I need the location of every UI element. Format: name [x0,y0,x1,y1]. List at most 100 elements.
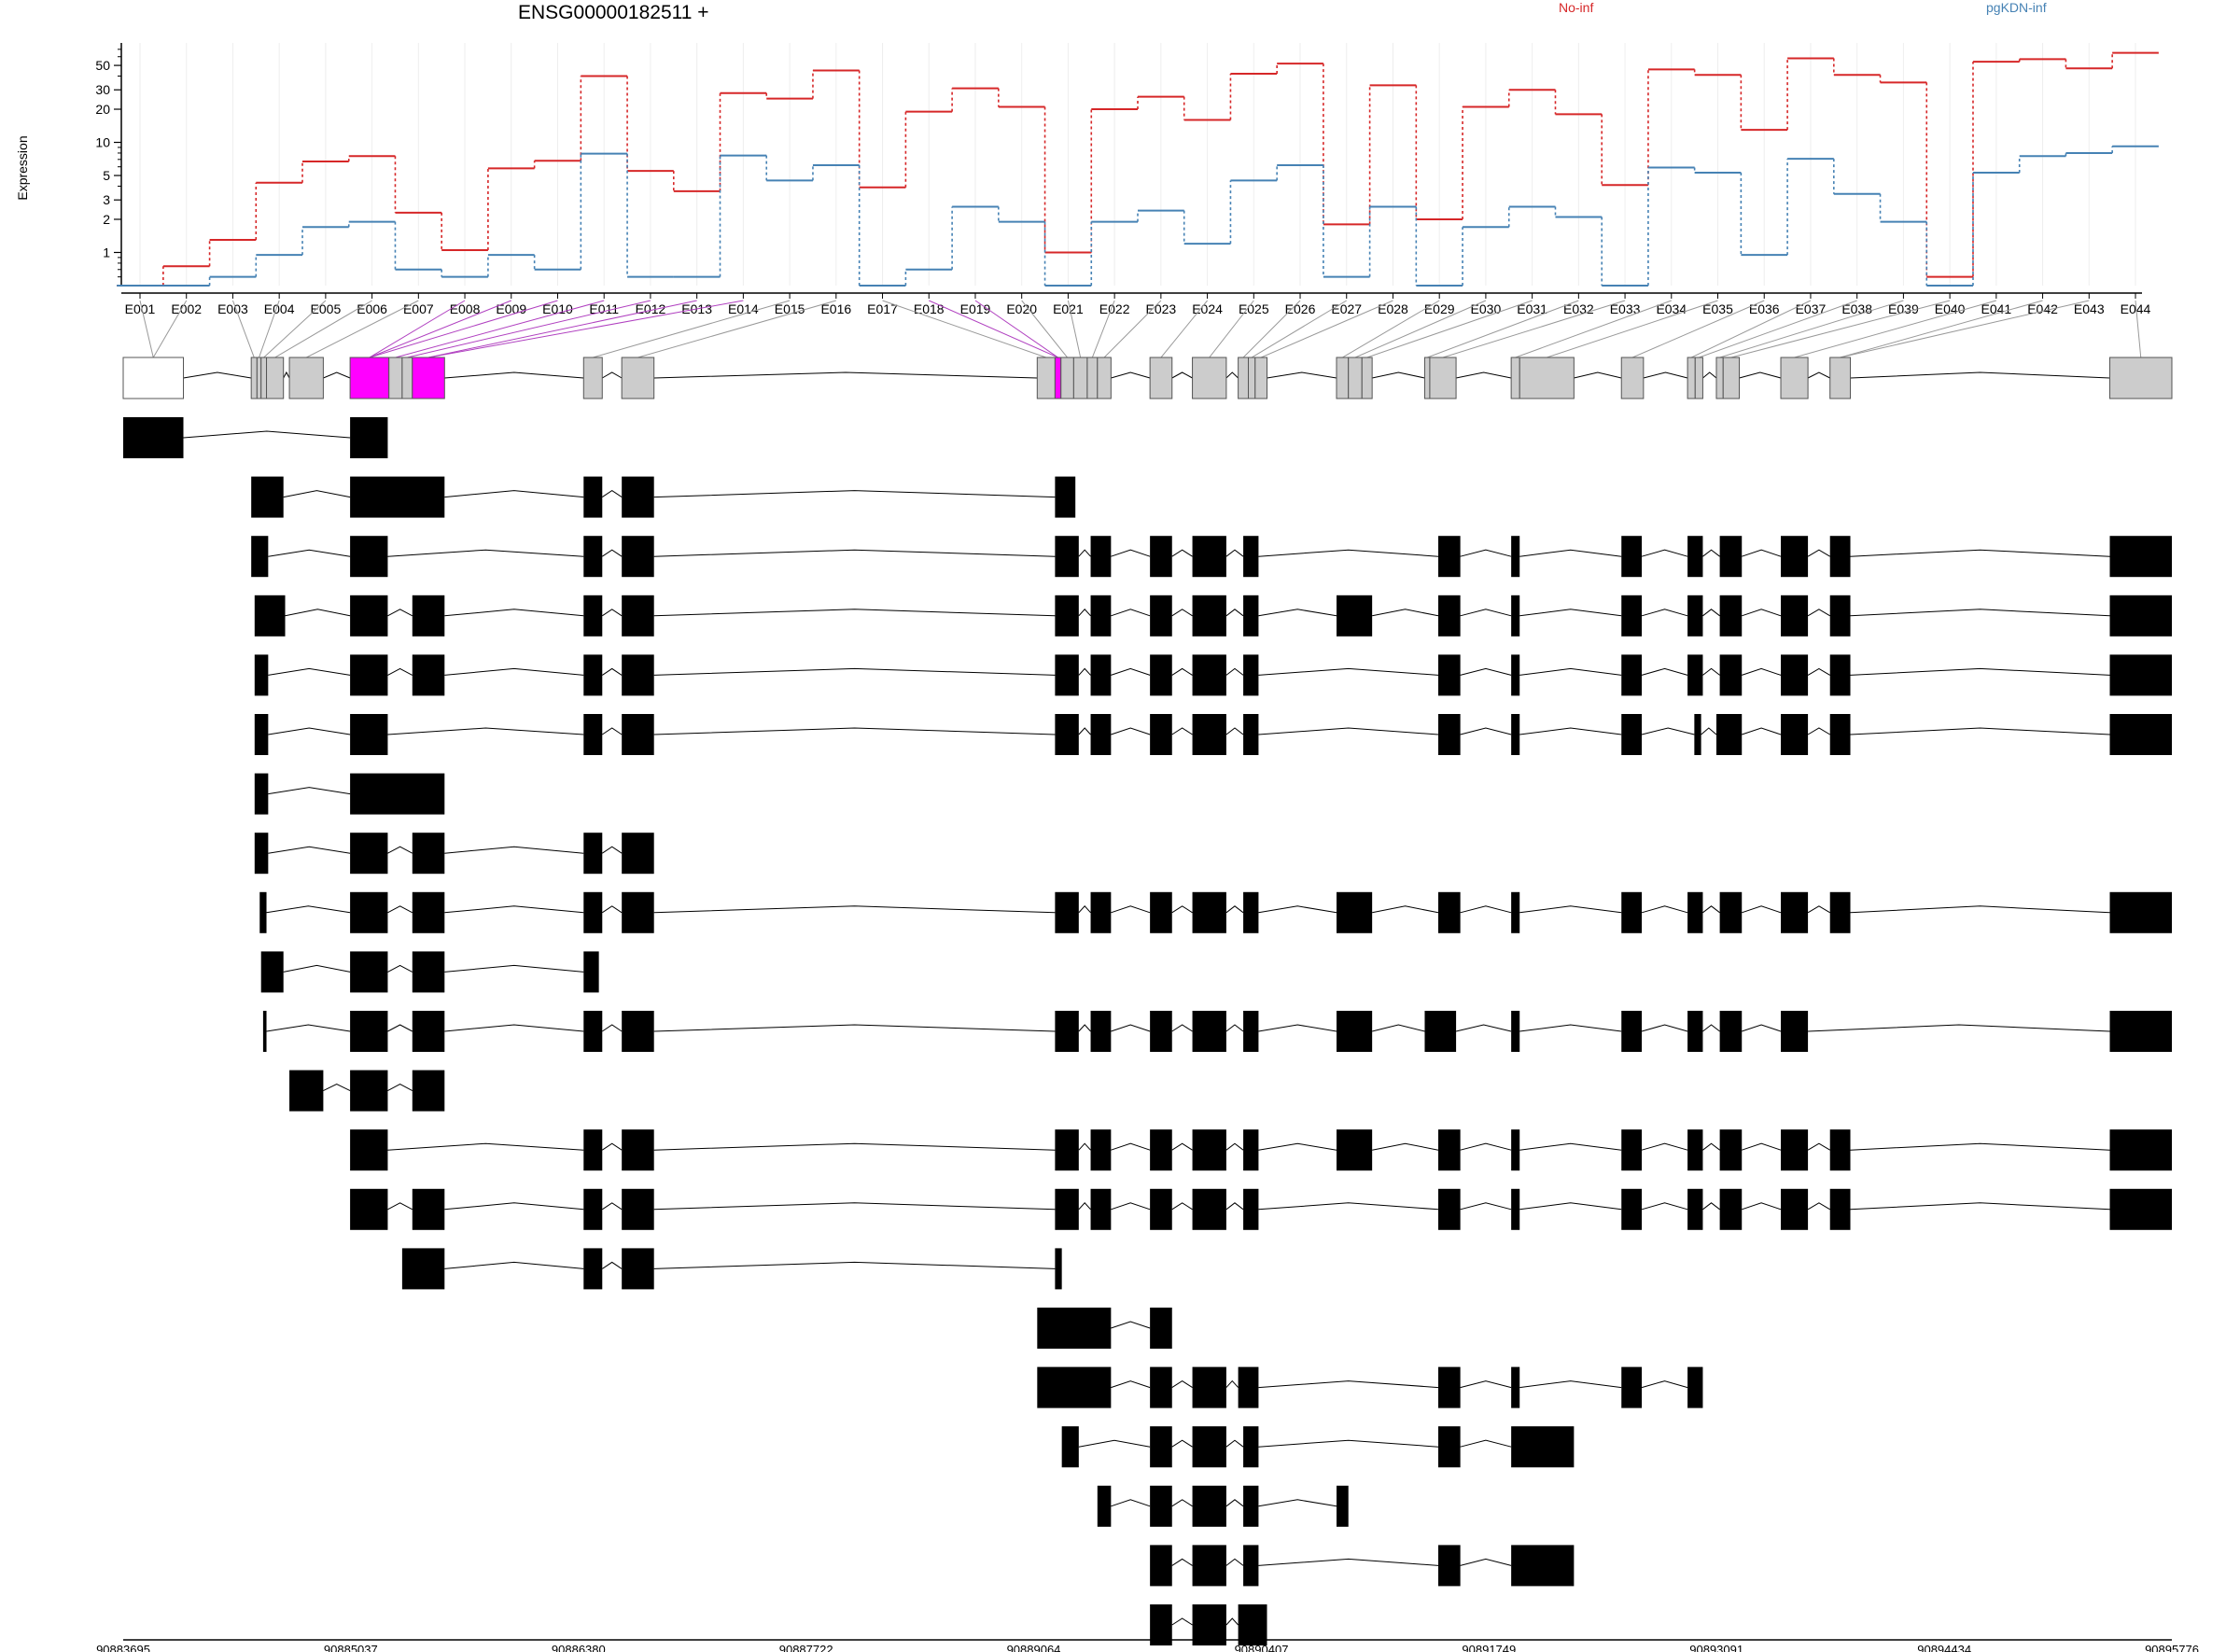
exon-connector [369,300,558,358]
transcript-exon [412,891,445,933]
exon-connector [974,300,1058,358]
transcript-exon [1192,654,1226,696]
transcript-exon [1719,1188,1743,1230]
y-tick-label: 10 [95,135,110,150]
legend-entry-no-inf: No-inf [1559,0,1594,15]
transcript-exon [1243,1545,1259,1587]
transcript-exon [1150,1188,1172,1230]
transcript-exon [412,951,445,993]
transcript-intron [1111,549,1151,557]
x-tick-label: E004 [264,301,295,316]
transcript-intron [1641,609,1688,617]
transcript-exon [1829,891,1851,933]
transcript-intron [444,490,584,498]
transcript-exon [1687,536,1703,578]
transcript-exon [412,1188,445,1230]
transcript-exon [1150,1011,1172,1052]
transcript-exon [1621,654,1643,696]
transcript-exon [1621,595,1643,637]
transcript-exon [1192,1188,1226,1230]
transcript-intron [444,1024,584,1032]
exon-connector [369,300,466,358]
x-tick-label: E012 [636,301,666,316]
transcript-exon [1719,1129,1743,1171]
transcript-intron [1807,549,1830,557]
gene-model-exon [412,357,445,399]
transcript-exon [1243,891,1259,933]
transcript-exon [1150,595,1172,637]
transcript-track [350,1188,2172,1230]
transcript-intron [1171,1558,1193,1566]
transcript-intron [444,1202,584,1211]
transcript-intron [1455,1024,1512,1032]
transcript-exon [1424,1011,1457,1052]
transcript-intron [1807,1142,1830,1151]
intron-line [602,371,623,379]
transcript-intron [1078,1142,1091,1151]
transcript-intron [1258,1142,1337,1151]
transcript-exon [1243,1129,1259,1171]
transcript-intron [1460,727,1512,735]
intron-line [1171,371,1193,379]
transcript-exon [583,595,603,637]
transcript-intron [268,549,351,557]
transcript-intron [1258,1439,1439,1448]
transcript-intron [601,905,623,914]
transcript-intron [1258,1024,1337,1032]
transcript-intron [1078,1024,1091,1032]
transcript-intron [1078,667,1091,676]
transcript-exon [412,1070,445,1112]
transcript-intron [1372,609,1439,617]
gene-model-exon [288,357,324,399]
transcript-exon [1336,1011,1373,1052]
gene-model-exon [1054,357,1062,399]
transcript-exon [1150,1485,1172,1527]
transcript-intron [266,1024,351,1032]
exon-connector [1160,300,1208,358]
transcript-intron [1850,727,2110,735]
intron-line [1372,371,1425,379]
transcript-exon [1243,654,1259,696]
transcript-exon [622,476,654,518]
intron-line [1225,371,1239,379]
y-tick-label: 30 [95,82,110,97]
gene-model-exon [401,357,413,399]
genomic-tick-label: 90891749 [1462,1643,1516,1652]
transcript-intron [1742,667,1782,676]
exon-connector [1242,300,1301,358]
transcript-intron [653,1202,1056,1211]
transcript-exon [1150,891,1172,933]
transcript-exon [583,891,603,933]
transcript-intron [1850,905,2110,914]
exon-connector [369,300,511,358]
transcript-exon [123,417,184,458]
transcript-intron [266,905,351,914]
transcript-exon [1781,1188,1809,1230]
intron-line [1807,371,1830,379]
x-tick-label: E036 [1749,301,1780,316]
transcript-exon [1438,714,1461,755]
exon-connector [1091,300,1115,358]
transcript-intron [1171,1024,1193,1032]
transcript-exon [1336,1485,1349,1527]
transcript-exon [1511,1545,1575,1587]
transcript-track [401,1248,1062,1290]
x-tick-label: E020 [1006,301,1037,316]
transcript-exon [1097,1485,1112,1527]
genomic-tick-label: 90895776 [2145,1643,2199,1652]
transcript-exon [412,654,445,696]
series-no-inf [117,51,2159,287]
transcript-exon [1192,1485,1226,1527]
gene-model-exon [1097,357,1112,399]
transcript-exon [622,1188,654,1230]
transcript-exon [1192,714,1226,755]
exon-connector [1260,300,1393,358]
gene-model-exon [1336,357,1350,399]
gene-model-exon [1149,357,1173,399]
transcript-exon [1687,1129,1703,1171]
exon-connector [1103,300,1162,358]
exon-connector [1342,300,1440,358]
transcript-exon [1687,1366,1703,1408]
x-tick-label: E026 [1285,301,1316,316]
